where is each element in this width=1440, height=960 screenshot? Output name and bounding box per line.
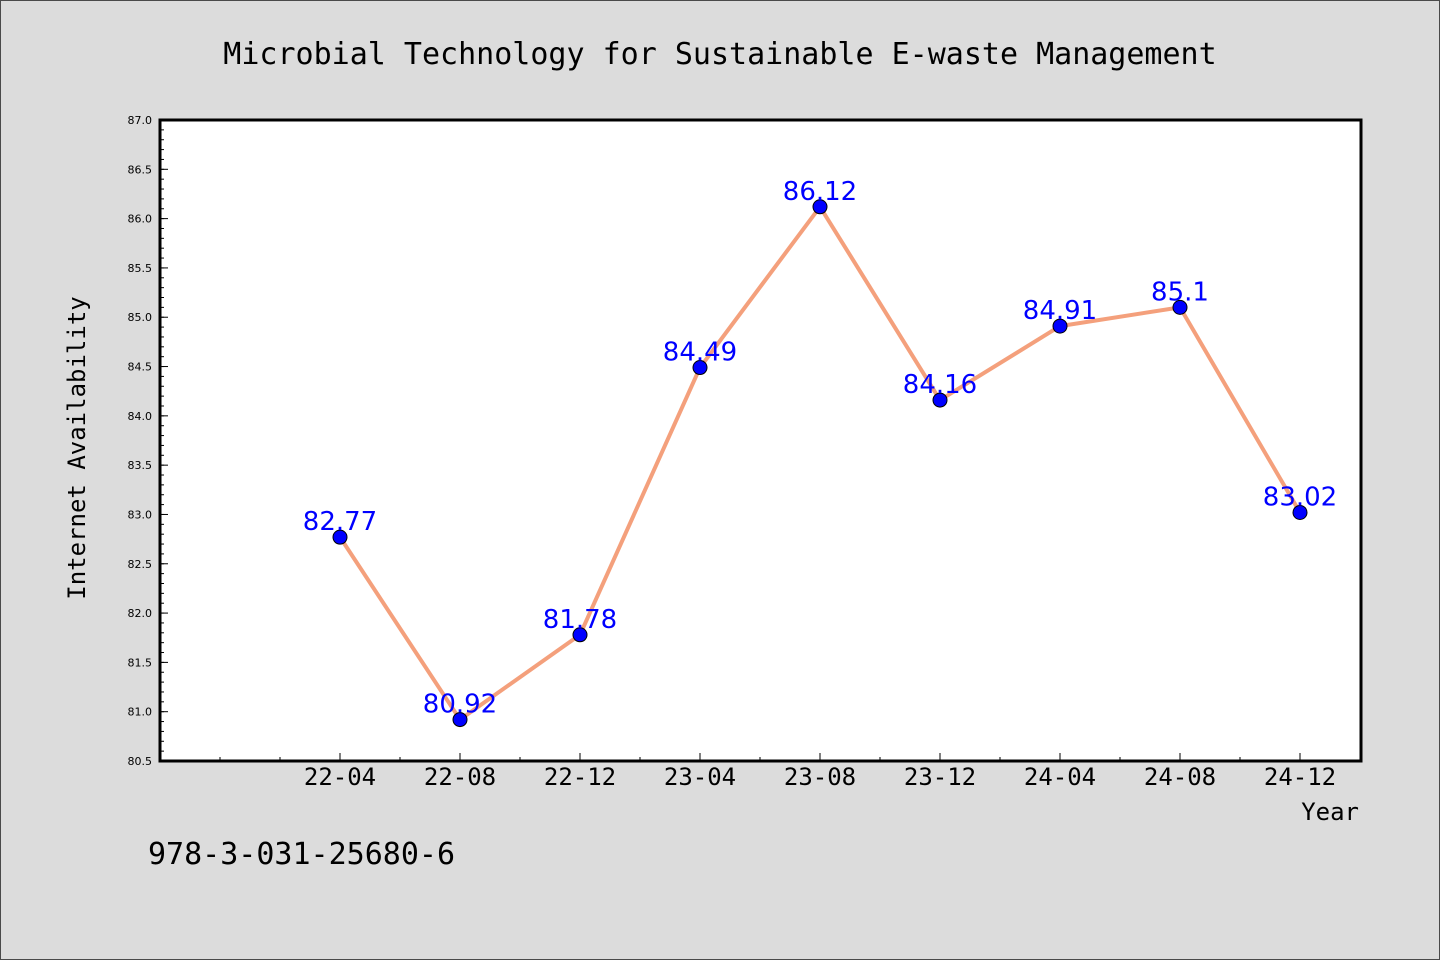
x-tick-label: 24-08	[1144, 763, 1216, 791]
y-tick-label: 81.5	[128, 656, 153, 669]
data-label: 83.02	[1263, 482, 1337, 512]
data-label: 82.77	[303, 507, 377, 537]
x-tick-label: 23-12	[904, 763, 976, 791]
data-label: 84.91	[1023, 296, 1097, 326]
y-tick-label: 85.0	[128, 311, 153, 324]
chart-title: Microbial Technology for Sustainable E-w…	[223, 37, 1216, 72]
data-point	[452, 712, 468, 728]
x-tick-label: 22-12	[544, 763, 616, 791]
x-tick-label: 24-12	[1264, 763, 1336, 791]
data-label: 85.1	[1151, 277, 1209, 307]
y-tick-label: 83.5	[128, 459, 153, 472]
y-axis-ticks: 80.5 81.0 81.5 82.0 82.5 83.0 83.5 84.0 84.5 85.0…	[128, 114, 168, 768]
data-label: 84.16	[903, 370, 977, 400]
y-tick-label: 87.0	[128, 114, 153, 127]
y-tick-label: 82.0	[128, 607, 153, 620]
y-tick-label: 83.0	[128, 508, 153, 521]
y-tick-label: 81.0	[128, 706, 153, 719]
y-tick-label: 82.5	[128, 558, 153, 571]
data-label: 84.49	[663, 338, 737, 368]
data-point	[332, 529, 348, 545]
data-point	[1052, 318, 1068, 334]
data-point	[1172, 299, 1188, 315]
data-label: 80.92	[423, 690, 497, 720]
data-point	[812, 199, 828, 215]
y-axis-label: Internet Availability	[63, 296, 91, 599]
x-axis-label: Year	[1301, 798, 1359, 826]
x-tick-label: 23-08	[784, 763, 856, 791]
isbn-footer: 978-3-031-25680-6	[148, 837, 455, 872]
data-label: 81.78	[543, 605, 617, 635]
plot-area	[158, 118, 1363, 763]
y-tick-label: 84.5	[128, 361, 153, 374]
data-point	[692, 360, 708, 376]
y-tick-label: 86.0	[128, 213, 153, 226]
x-tick-label: 22-04	[304, 763, 376, 791]
data-point	[572, 627, 588, 643]
data-point	[1292, 504, 1308, 520]
data-point	[932, 392, 948, 408]
y-tick-label: 85.5	[128, 262, 153, 275]
y-tick-label: 80.5	[128, 755, 153, 768]
x-tick-label: 24-04	[1024, 763, 1096, 791]
x-axis-ticks: 22-04 22-08 22-12 23-04 23-08 23-12 24-04 24-08…	[219, 753, 1361, 791]
y-tick-label: 84.0	[128, 410, 153, 423]
data-series: 82.77 80.92 81.78 84.49 86.12 84.16 84.91 85.1 8…	[303, 177, 1337, 728]
data-label: 86.12	[783, 177, 857, 207]
y-tick-label: 86.5	[128, 163, 153, 176]
x-tick-label: 23-04	[664, 763, 736, 791]
x-tick-label: 22-08	[424, 763, 496, 791]
